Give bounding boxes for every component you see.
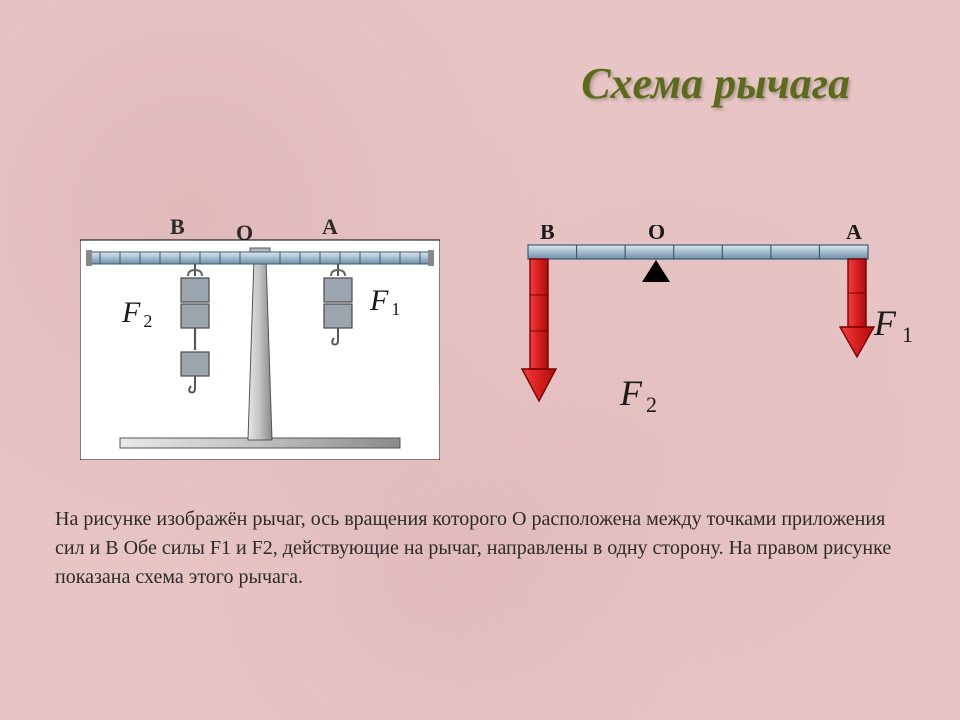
slide-title: Схема рычага [581,58,850,109]
fulcrum-triangle [642,260,670,282]
slide: Схема рычага B О А [0,0,960,720]
lever-schematic-diagram: В О А F2 F1 [518,225,918,465]
schematic-beam [528,245,868,259]
left-weight-assembly [181,264,209,393]
apparatus-beam [90,252,430,264]
label-f2-right: F2 [619,373,657,417]
beam-endcap-right [428,250,434,266]
label-b-right: В [540,225,555,244]
lever-apparatus-illustration: F2 F1 [80,200,440,460]
label-f1-right: F1 [873,303,913,347]
label-o-right: О [648,225,665,244]
force-arrow-f1 [840,259,874,357]
label-a-right: А [846,225,862,244]
force-arrow-f2 [522,259,556,401]
beam-endcap-left [86,250,92,266]
slide-caption: На рисунке изображён рычаг, ось вращения… [55,505,905,592]
